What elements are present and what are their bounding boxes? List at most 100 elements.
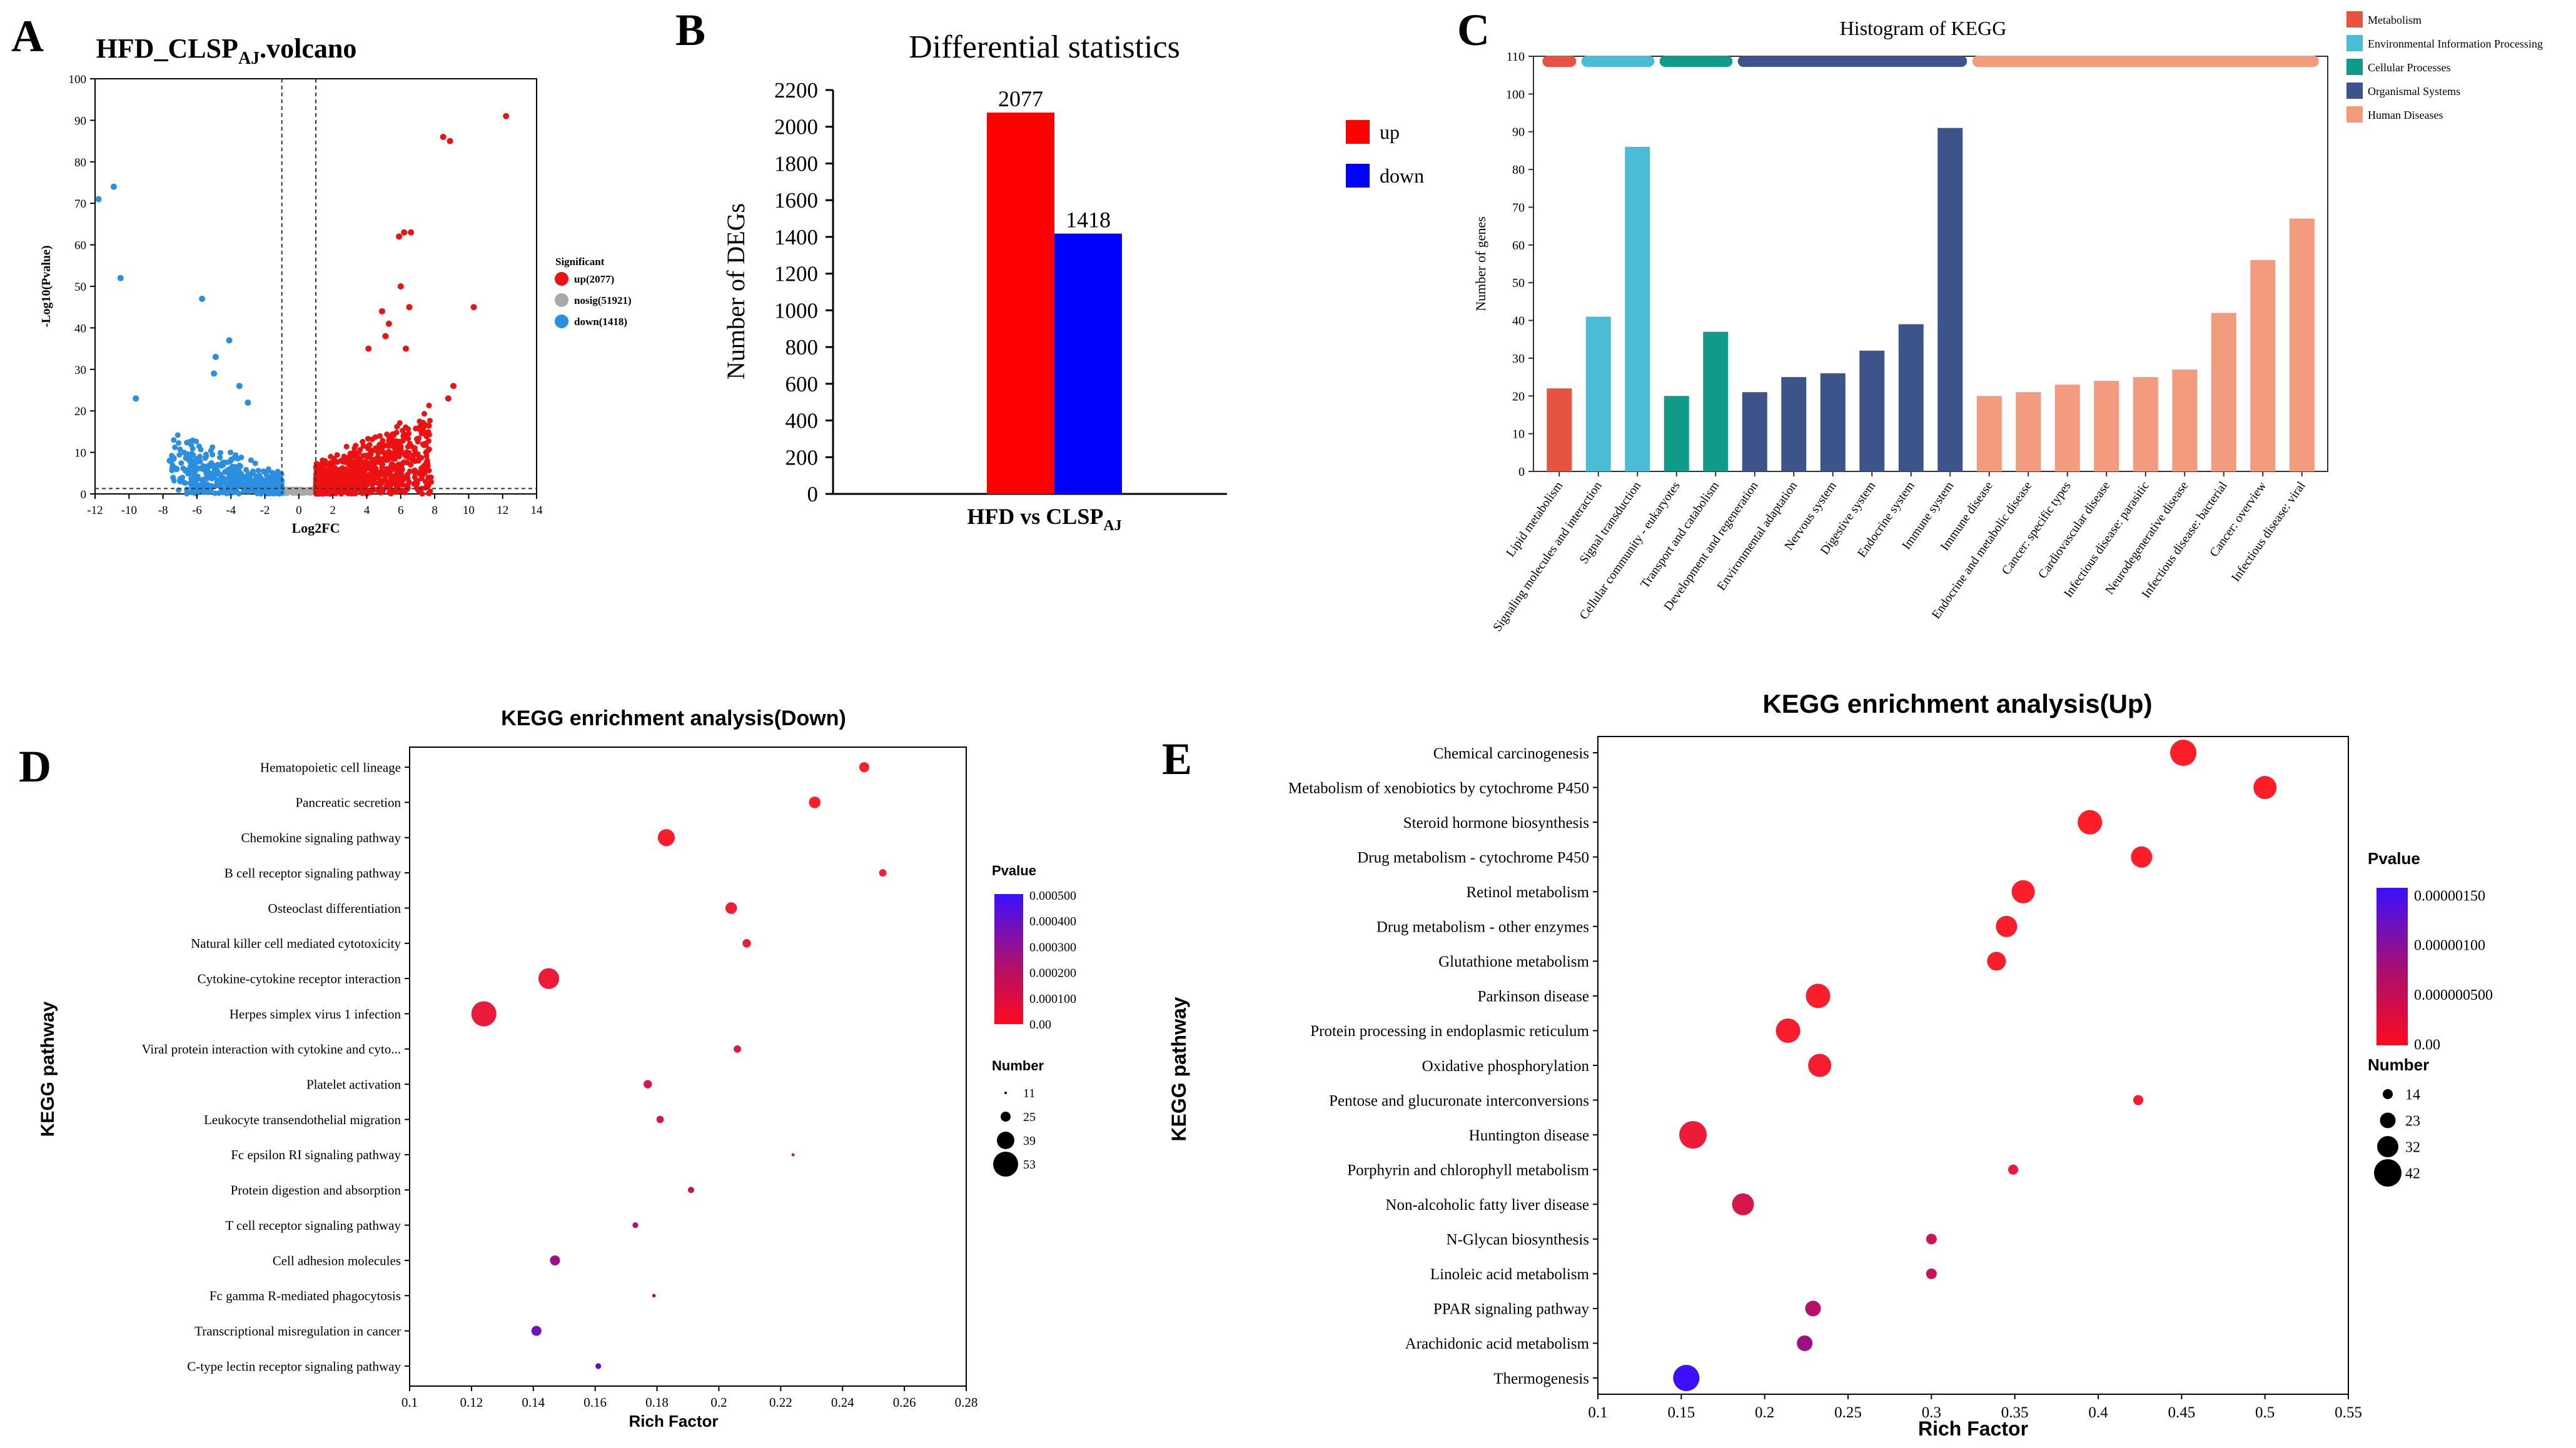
volcano-point-up xyxy=(369,456,375,463)
volcano-point-down xyxy=(248,457,254,463)
kegg-hist-ylabel: Number of genes xyxy=(1473,216,1488,311)
kegg-hist-bar xyxy=(1585,316,1611,471)
volcano-point-up xyxy=(375,481,381,487)
volcano-point-down xyxy=(206,463,213,470)
volcano-point-up xyxy=(398,488,404,494)
volcano-x-tick-label: -6 xyxy=(192,504,202,517)
enrich-down-x-tick-label: 0.1 xyxy=(402,1395,418,1410)
volcano-point-down xyxy=(228,456,235,463)
kegg-enrichment-up: KEGG enrichment analysis(Up) Chemical ca… xyxy=(1168,689,2493,1440)
volcano-point-up xyxy=(398,476,404,481)
volcano-point-up xyxy=(394,424,400,430)
volcano-point-up xyxy=(400,428,406,434)
volcano-point-up xyxy=(422,411,427,417)
volcano-point-up xyxy=(418,430,425,436)
enrich-up-size-legend-dot xyxy=(2383,1089,2393,1099)
enrich-down-dot xyxy=(531,1325,542,1336)
kegg-hist-title: Histogram of KEGG xyxy=(1840,17,2007,39)
enrich-down-dot xyxy=(742,939,751,948)
volcano-point-down xyxy=(215,461,221,468)
volcano-point-up xyxy=(405,443,411,450)
enrich-up-x-tick-label: 0.45 xyxy=(2168,1404,2195,1421)
volcano-point-down xyxy=(184,486,190,493)
volcano-point-down xyxy=(176,452,183,458)
kegg-enrichment-down: KEGG enrichment analysis(Down) Hematopoi… xyxy=(38,706,1076,1430)
volcano-point-up xyxy=(405,482,411,488)
volcano-point-down xyxy=(231,481,237,488)
volcano-point-up xyxy=(320,465,326,470)
volcano-point-down xyxy=(209,475,215,481)
diff-ylabel: Number of DEGs xyxy=(722,203,750,380)
enrich-up-x-tick-label: 0.15 xyxy=(1667,1404,1695,1421)
enrich-down-pathway-label: Cytokine-cytokine receptor interaction xyxy=(198,971,402,986)
enrich-up-dot xyxy=(1679,1121,1707,1149)
volcano-point-up xyxy=(373,457,380,463)
enrich-down-pathway-label: Fc epsilon RI signaling pathway xyxy=(231,1147,401,1162)
enrich-up-dot xyxy=(1673,1365,1700,1391)
volcano-x-tick-label: -10 xyxy=(121,504,137,517)
enrich-up-size-legend-label: 42 xyxy=(2405,1165,2420,1182)
enrich-down-pathway-label: T cell receptor signaling pathway xyxy=(225,1218,401,1233)
volcano-legend-marker xyxy=(555,272,568,286)
panel-label-e: E xyxy=(1162,734,1192,784)
volcano-point-up xyxy=(365,436,371,442)
enrich-up-x-tick-label: 0.5 xyxy=(2255,1404,2275,1421)
differential-stats-chart: Differential statistics 0 200 400 600 800 100… xyxy=(722,29,1424,534)
diff-bar-down xyxy=(1054,233,1122,494)
volcano-point-down xyxy=(196,443,202,450)
enrich-down-size-legend-dot xyxy=(1004,1092,1007,1094)
volcano-point-up xyxy=(425,490,432,496)
enrich-up-x-tick-label: 0.1 xyxy=(1588,1404,1607,1421)
kegg-hist-bar xyxy=(1976,396,2002,471)
diff-y-tick-label: 400 xyxy=(785,409,819,433)
volcano-point-up xyxy=(398,480,405,486)
volcano-point-up xyxy=(351,445,358,451)
enrich-up-size-legend-label: 32 xyxy=(2405,1139,2420,1155)
enrich-up-pathway-label: PPAR signaling pathway xyxy=(1433,1301,1590,1318)
volcano-point-down xyxy=(224,467,230,473)
panel-label-d: D xyxy=(19,742,51,792)
volcano-point-down xyxy=(181,450,187,456)
volcano-point-up xyxy=(341,466,347,473)
volcano-point-up xyxy=(425,429,432,435)
kegg-legend-label: Human Diseases xyxy=(2368,109,2443,121)
kegg-legend-swatch xyxy=(2346,106,2363,123)
kegg-hist-bar xyxy=(2211,313,2236,471)
volcano-point-down xyxy=(228,466,235,472)
volcano-point-up xyxy=(392,456,398,462)
volcano-point-down xyxy=(230,473,235,480)
enrich-up-dot xyxy=(1926,1234,1937,1245)
volcano-point-up xyxy=(379,462,385,468)
kegg-legend-swatch xyxy=(2346,11,2363,28)
enrich-up-dot xyxy=(1996,915,2018,937)
volcano-point-up xyxy=(386,448,391,455)
volcano-point-up xyxy=(400,460,406,466)
volcano-point-down xyxy=(245,399,251,406)
kegg-legend-label: Organismal Systems xyxy=(2368,85,2460,98)
kegg-hist-y-tick-label: 40 xyxy=(1512,314,1525,328)
volcano-point-up xyxy=(346,458,352,465)
kegg-hist-x-label: Cardiovascular disease xyxy=(2036,479,2113,581)
enrich-down-pathway-label: B cell receptor signaling pathway xyxy=(225,865,402,880)
volcano-point-up xyxy=(314,472,320,478)
volcano-plot: HFD_CLSPAJ.volcano -12 -10 -8 -6 -4 -2 0 2 4 6 8 10… xyxy=(39,33,632,536)
volcano-point-down xyxy=(197,453,203,460)
enrich-up-dot xyxy=(1806,983,1831,1008)
enrich-down-dot xyxy=(652,1294,656,1298)
volcano-point-down xyxy=(278,480,285,486)
enrich-up-size-legend-dot xyxy=(2380,1112,2396,1129)
volcano-point-down xyxy=(270,470,275,476)
kegg-hist-bar xyxy=(2172,370,2198,471)
volcano-x-tick-label: -4 xyxy=(226,504,236,517)
volcano-point-up xyxy=(384,431,390,438)
enrich-up-dot xyxy=(2133,1095,2143,1105)
volcano-point-up xyxy=(396,233,403,240)
volcano-point-down xyxy=(212,353,219,360)
enrich-down-x-tick-label: 0.24 xyxy=(831,1395,854,1410)
volcano-point-down xyxy=(217,455,223,461)
volcano-point-up xyxy=(399,466,405,473)
kegg-hist-bar xyxy=(1742,392,1767,471)
volcano-y-tick-label: 30 xyxy=(74,364,86,377)
volcano-point-up xyxy=(313,466,320,473)
enrich-up-dot xyxy=(2253,776,2277,800)
